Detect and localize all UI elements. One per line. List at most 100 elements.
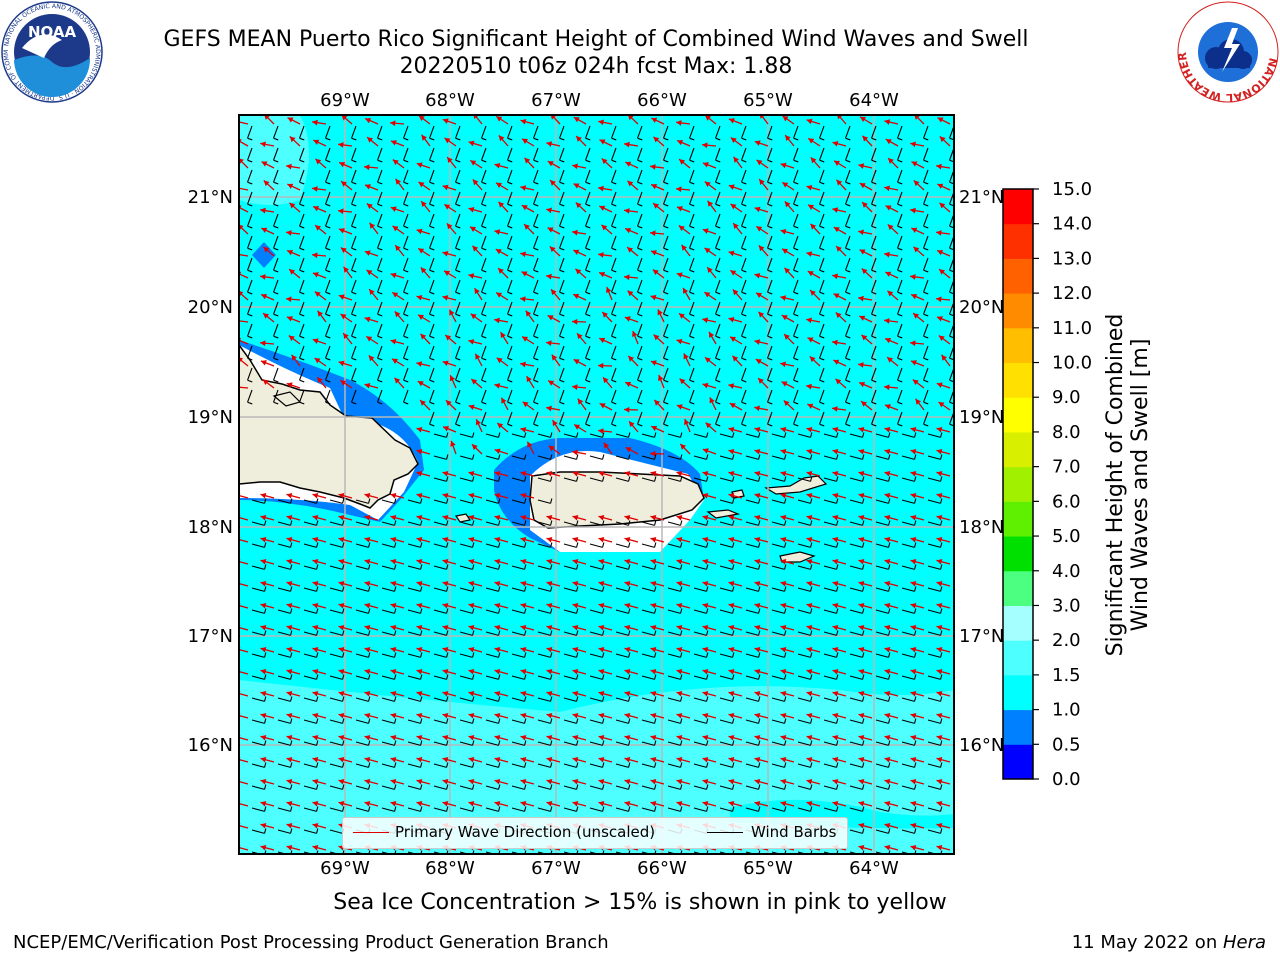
wind-barb [455, 345, 461, 361]
wave-direction-arrow [754, 470, 769, 477]
wind-barb [511, 564, 527, 570]
wind-barb [299, 169, 305, 185]
wave-direction-arrow [575, 268, 587, 279]
wind-barb [251, 828, 267, 834]
wave-direction-arrow [494, 383, 509, 389]
wind-barb [871, 279, 877, 295]
wind-barb [741, 367, 747, 383]
wave-direction-arrow [936, 536, 951, 543]
wave-direction-arrow [709, 397, 717, 411]
wave-direction-arrow [910, 536, 925, 543]
wave-direction-arrow [521, 138, 535, 147]
wind-barb [767, 279, 773, 295]
wind-barb [537, 608, 553, 614]
wind-barb [507, 301, 513, 317]
wind-barb [663, 301, 669, 317]
wave-direction-arrow [468, 470, 483, 477]
wave-direction-arrow [754, 206, 769, 213]
wind-barb [871, 367, 877, 383]
wave-direction-arrow [311, 252, 327, 259]
wind-barb [927, 608, 943, 614]
wave-direction-arrow [468, 712, 483, 719]
legend-wave-line [353, 832, 389, 833]
wind-barb [251, 696, 267, 702]
land-vieques [706, 509, 741, 519]
wave-direction-arrow [442, 580, 457, 587]
colorbar-segment [1003, 744, 1033, 780]
wind-barb [663, 389, 669, 405]
wave-direction-arrow [910, 646, 925, 653]
wind-barb [377, 301, 383, 317]
wind-barb [927, 542, 943, 548]
wave-direction-arrow [572, 449, 587, 456]
wave-direction-arrow [500, 331, 509, 345]
colorbar-segment [1003, 709, 1033, 745]
wave-direction-arrow [941, 354, 951, 367]
wind-barb [693, 608, 709, 614]
wind-barb [299, 323, 305, 339]
wave-direction-arrow [547, 380, 561, 389]
wind-barb [849, 718, 865, 724]
wave-direction-arrow [442, 690, 457, 697]
wind-barb [875, 762, 891, 768]
wave-direction-arrow [599, 205, 613, 213]
wave-direction-arrow [286, 844, 301, 851]
wave-direction-arrow [468, 800, 483, 807]
wave-direction-arrow [858, 734, 873, 741]
wave-direction-arrow [650, 558, 665, 565]
wave-direction-arrow [624, 208, 639, 214]
wave-direction-arrow [832, 756, 847, 763]
wave-direction-arrow [263, 246, 275, 257]
wave-direction-arrow [417, 314, 431, 323]
wind-barb [689, 367, 695, 383]
wind-barb [247, 235, 253, 251]
wind-barb [559, 411, 565, 427]
wave-direction-arrow [286, 668, 301, 675]
wind-barb [745, 608, 761, 614]
wave-direction-arrow [312, 205, 327, 213]
wave-direction-arrow [728, 646, 743, 653]
wind-barb [719, 630, 735, 636]
wind-barb [715, 191, 721, 207]
wind-barb [771, 586, 787, 592]
wind-barb [299, 125, 305, 141]
wave-direction-arrow [936, 580, 951, 587]
wave-direction-arrow [450, 440, 457, 455]
wave-direction-arrow [885, 271, 899, 279]
wave-direction-arrow [260, 293, 275, 301]
wave-direction-arrow [468, 756, 483, 763]
wind-barb [693, 542, 709, 548]
colorbar-frame [1002, 188, 1034, 780]
wave-direction-arrow [338, 536, 353, 543]
wind-barb [559, 147, 565, 163]
wind-barb [351, 345, 357, 361]
wave-direction-arrow [676, 668, 691, 675]
wave-direction-arrow [474, 353, 483, 367]
wind-barb [251, 630, 267, 636]
wind-barb [641, 564, 657, 570]
wind-barb [485, 498, 501, 504]
wave-direction-arrow [678, 312, 691, 323]
colorbar-segment [1003, 258, 1033, 294]
wave-direction-arrow [936, 249, 951, 257]
wave-direction-arrow [419, 399, 431, 411]
wind-barb [689, 147, 695, 163]
wind-barb [533, 147, 539, 163]
wind-barb [871, 301, 877, 317]
wave-direction-arrow [650, 602, 665, 609]
wave-direction-arrow [859, 249, 873, 257]
wave-direction-arrow [861, 135, 873, 147]
wave-direction-arrow [468, 536, 483, 543]
wind-barb [407, 806, 423, 812]
wave-direction-arrow [832, 536, 847, 543]
wave-direction-arrow [650, 756, 665, 763]
wave-direction-arrow [364, 800, 379, 807]
wind-barb [303, 696, 319, 702]
wave-direction-arrow [520, 536, 535, 543]
wave-direction-arrow [650, 164, 665, 170]
wave-direction-arrow [260, 822, 275, 829]
land-mona-island [455, 513, 471, 523]
wave-direction-arrow [783, 333, 795, 345]
wind-barb [719, 586, 735, 592]
wind-barb [793, 257, 799, 273]
